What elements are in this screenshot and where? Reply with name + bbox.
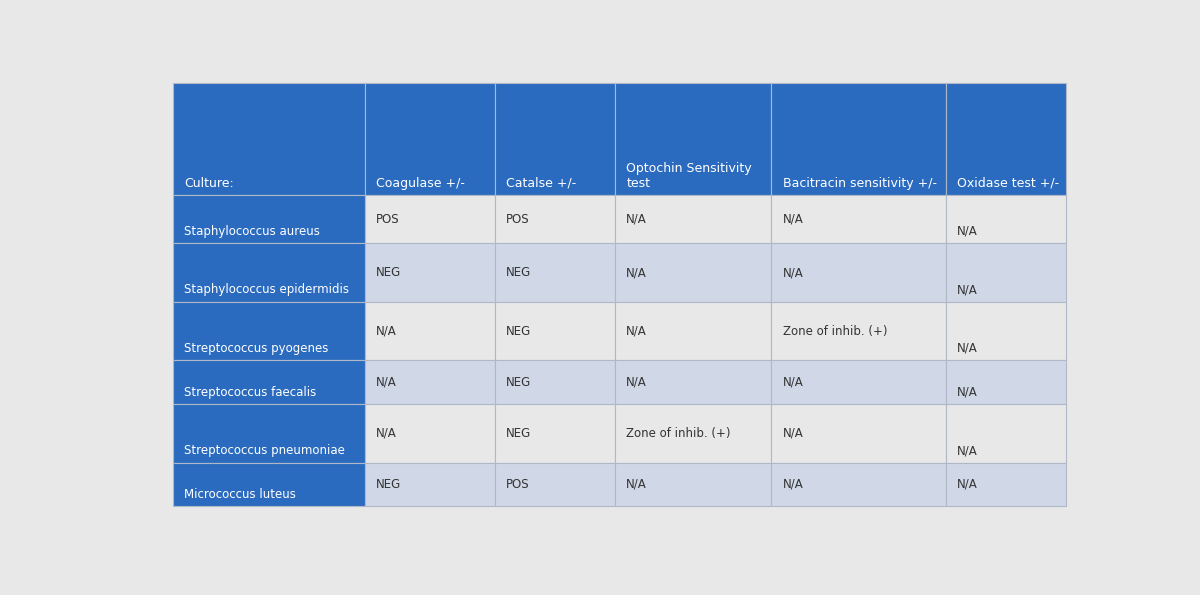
FancyBboxPatch shape — [365, 302, 494, 361]
FancyBboxPatch shape — [946, 302, 1066, 361]
FancyBboxPatch shape — [365, 195, 494, 243]
Text: Streptococcus pyogenes: Streptococcus pyogenes — [185, 342, 329, 355]
FancyBboxPatch shape — [946, 361, 1066, 404]
FancyBboxPatch shape — [173, 361, 365, 404]
Text: N/A: N/A — [626, 478, 647, 491]
Text: N/A: N/A — [626, 266, 647, 279]
FancyBboxPatch shape — [173, 302, 365, 361]
Text: N/A: N/A — [782, 478, 803, 491]
Text: N/A: N/A — [377, 427, 397, 440]
Text: Bacitracin sensitivity +/-: Bacitracin sensitivity +/- — [782, 177, 936, 190]
FancyBboxPatch shape — [494, 243, 616, 302]
Text: Culture:: Culture: — [185, 177, 234, 190]
FancyBboxPatch shape — [173, 83, 365, 195]
Text: POS: POS — [506, 212, 529, 226]
Text: NEG: NEG — [506, 325, 532, 338]
FancyBboxPatch shape — [365, 361, 494, 404]
FancyBboxPatch shape — [772, 361, 946, 404]
Text: N/A: N/A — [956, 283, 978, 296]
FancyBboxPatch shape — [616, 302, 772, 361]
FancyBboxPatch shape — [494, 83, 616, 195]
FancyBboxPatch shape — [772, 243, 946, 302]
FancyBboxPatch shape — [946, 463, 1066, 506]
Text: N/A: N/A — [782, 266, 803, 279]
Text: Streptococcus pneumoniae: Streptococcus pneumoniae — [185, 444, 346, 457]
FancyBboxPatch shape — [772, 404, 946, 463]
FancyBboxPatch shape — [946, 83, 1066, 195]
Text: N/A: N/A — [626, 376, 647, 389]
Text: Optochin Sensitivity
test: Optochin Sensitivity test — [626, 162, 752, 190]
FancyBboxPatch shape — [173, 195, 365, 243]
Text: NEG: NEG — [506, 427, 532, 440]
Text: N/A: N/A — [782, 376, 803, 389]
FancyBboxPatch shape — [365, 83, 494, 195]
FancyBboxPatch shape — [946, 404, 1066, 463]
FancyBboxPatch shape — [772, 195, 946, 243]
Text: N/A: N/A — [782, 427, 803, 440]
FancyBboxPatch shape — [365, 404, 494, 463]
FancyBboxPatch shape — [494, 195, 616, 243]
FancyBboxPatch shape — [365, 243, 494, 302]
FancyBboxPatch shape — [494, 302, 616, 361]
Text: N/A: N/A — [626, 212, 647, 226]
Text: Catalse +/-: Catalse +/- — [506, 177, 576, 190]
Text: NEG: NEG — [506, 376, 532, 389]
FancyBboxPatch shape — [946, 195, 1066, 243]
FancyBboxPatch shape — [946, 243, 1066, 302]
Text: N/A: N/A — [956, 225, 978, 238]
FancyBboxPatch shape — [173, 463, 365, 506]
FancyBboxPatch shape — [616, 361, 772, 404]
Text: Zone of inhib. (+): Zone of inhib. (+) — [782, 325, 887, 338]
FancyBboxPatch shape — [616, 404, 772, 463]
Text: POS: POS — [377, 212, 400, 226]
FancyBboxPatch shape — [173, 404, 365, 463]
Text: N/A: N/A — [377, 325, 397, 338]
FancyBboxPatch shape — [772, 463, 946, 506]
Text: Staphylococcus aureus: Staphylococcus aureus — [185, 225, 320, 238]
FancyBboxPatch shape — [616, 83, 772, 195]
FancyBboxPatch shape — [772, 302, 946, 361]
Text: N/A: N/A — [956, 342, 978, 355]
FancyBboxPatch shape — [365, 463, 494, 506]
Text: Coagulase +/-: Coagulase +/- — [377, 177, 466, 190]
Text: N/A: N/A — [956, 478, 978, 491]
FancyBboxPatch shape — [494, 404, 616, 463]
Text: N/A: N/A — [956, 386, 978, 399]
FancyBboxPatch shape — [616, 195, 772, 243]
Text: Oxidase test +/-: Oxidase test +/- — [956, 177, 1058, 190]
Text: N/A: N/A — [956, 444, 978, 457]
Text: NEG: NEG — [377, 478, 402, 491]
Text: Zone of inhib. (+): Zone of inhib. (+) — [626, 427, 731, 440]
Text: N/A: N/A — [782, 212, 803, 226]
Text: Streptococcus faecalis: Streptococcus faecalis — [185, 386, 317, 399]
Text: NEG: NEG — [506, 266, 532, 279]
Text: N/A: N/A — [626, 325, 647, 338]
Text: NEG: NEG — [377, 266, 402, 279]
Text: POS: POS — [506, 478, 529, 491]
FancyBboxPatch shape — [494, 361, 616, 404]
Text: N/A: N/A — [377, 376, 397, 389]
FancyBboxPatch shape — [494, 463, 616, 506]
FancyBboxPatch shape — [772, 83, 946, 195]
FancyBboxPatch shape — [616, 463, 772, 506]
FancyBboxPatch shape — [173, 243, 365, 302]
FancyBboxPatch shape — [616, 243, 772, 302]
Text: Staphylococcus epidermidis: Staphylococcus epidermidis — [185, 283, 349, 296]
Text: Micrococcus luteus: Micrococcus luteus — [185, 488, 296, 500]
